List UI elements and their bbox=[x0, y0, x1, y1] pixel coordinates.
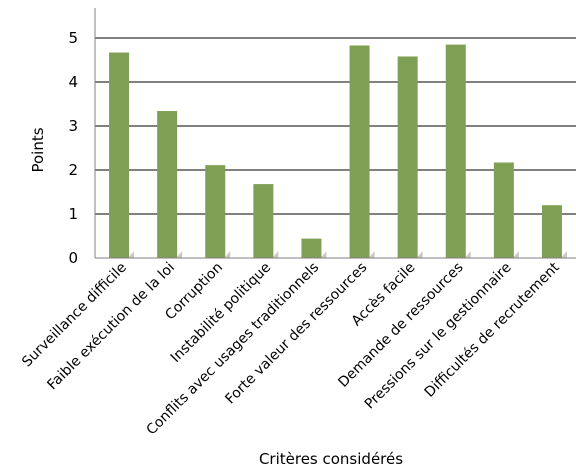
bar-shadow bbox=[416, 251, 423, 258]
bar-shadow bbox=[464, 251, 471, 258]
bar bbox=[205, 165, 226, 258]
y-tick-label: 0 bbox=[68, 249, 78, 267]
bar-shadow bbox=[224, 251, 231, 258]
y-tick-label: 5 bbox=[68, 29, 78, 47]
bar bbox=[493, 162, 514, 258]
bar-shadow bbox=[128, 251, 135, 258]
x-axis-title: Critères considérés bbox=[259, 450, 403, 468]
y-tick-label: 2 bbox=[68, 161, 78, 179]
bar bbox=[541, 205, 562, 258]
y-axis-title: Points bbox=[29, 127, 47, 172]
bar bbox=[397, 56, 418, 259]
y-tick-label: 4 bbox=[68, 73, 78, 91]
y-tick-label: 3 bbox=[68, 117, 78, 135]
bar bbox=[109, 52, 130, 258]
x-tick-label: Conflits avec usages traditionnels bbox=[143, 260, 322, 439]
bar-shadow bbox=[320, 251, 327, 258]
bar-shadow bbox=[272, 251, 279, 258]
bar bbox=[349, 45, 370, 259]
bar bbox=[157, 111, 178, 258]
y-tick-labels: 0 1 2 3 4 5 bbox=[68, 29, 78, 267]
bar bbox=[445, 44, 466, 258]
bar-shadow bbox=[368, 251, 375, 258]
bar-shadow bbox=[176, 251, 183, 258]
bars bbox=[109, 44, 567, 259]
bar bbox=[301, 238, 322, 258]
bar-shadow bbox=[560, 251, 567, 258]
y-tick-label: 1 bbox=[68, 205, 78, 223]
bar-shadow bbox=[512, 251, 519, 258]
bar bbox=[253, 184, 274, 258]
